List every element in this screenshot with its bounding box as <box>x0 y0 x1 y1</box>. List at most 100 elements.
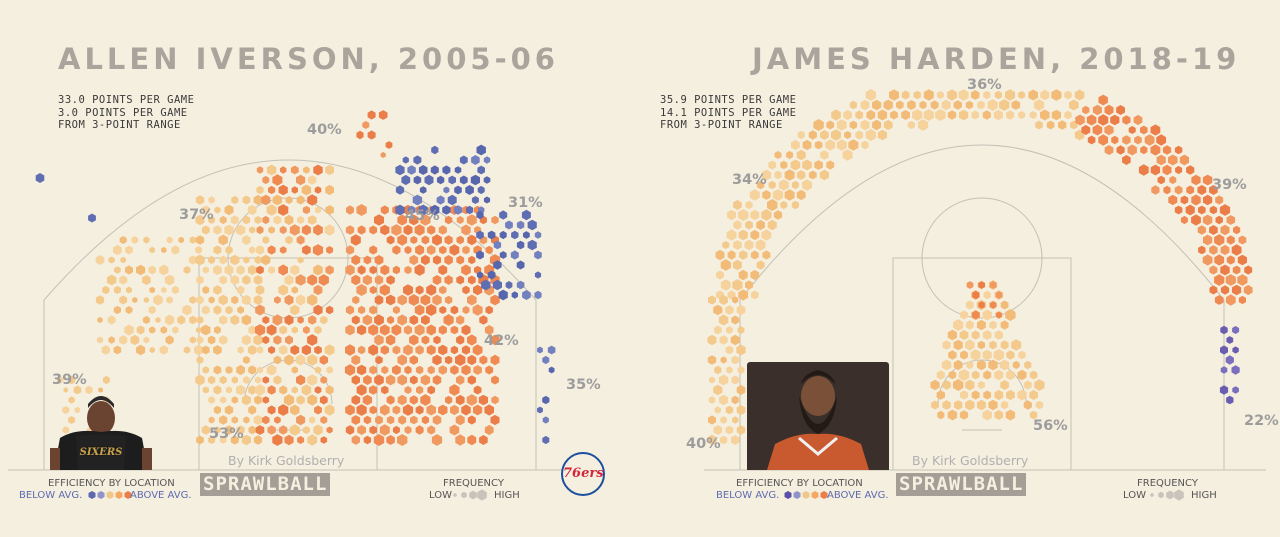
shot-hex <box>307 194 318 206</box>
legend-low-label: LOW <box>429 490 452 501</box>
shot-hex <box>511 230 519 240</box>
shot-hex <box>381 385 389 395</box>
shot-hex <box>883 119 893 131</box>
shot-hex <box>738 229 748 241</box>
shot-hex <box>1180 215 1188 225</box>
shot-hex <box>738 289 749 301</box>
shot-hex <box>395 185 405 195</box>
shot-hex <box>62 426 70 434</box>
shot-hex <box>716 270 724 280</box>
shot-hex <box>483 196 491 204</box>
shot-hex <box>248 385 257 395</box>
shot-hex <box>1232 326 1240 334</box>
stats-block: 33.0 POINTS PER GAME 3.0 POINTS PER GAME… <box>58 94 194 132</box>
shot-hex <box>1209 205 1218 215</box>
shot-hex <box>267 425 276 435</box>
shot-hex <box>450 325 459 335</box>
shot-hex <box>542 395 550 405</box>
shot-hex <box>1064 90 1072 100</box>
shot-hex <box>476 210 484 220</box>
shot-hex <box>302 426 310 434</box>
shot-hex <box>994 389 1004 401</box>
shot-hex <box>890 110 898 120</box>
shot-hex <box>791 200 799 210</box>
shot-hex <box>256 366 264 374</box>
shot-hex <box>357 265 366 275</box>
shot-hex <box>219 375 227 385</box>
shot-hex <box>855 130 864 140</box>
shot-hex <box>278 345 288 355</box>
shot-hex <box>727 209 737 221</box>
shot-hex <box>171 245 180 255</box>
shot-hex <box>356 384 367 396</box>
shot-hex <box>153 294 163 306</box>
shot-hex <box>982 409 992 421</box>
shot-hex <box>397 374 407 386</box>
shot-hex <box>313 264 323 276</box>
shot-hex <box>814 140 823 150</box>
legend-frequency-hex <box>461 491 467 499</box>
zone-pct-label: 56% <box>1033 418 1068 434</box>
shot-hex <box>860 119 870 131</box>
shot-hex <box>455 394 465 406</box>
shot-hex <box>374 374 384 386</box>
shot-hex <box>166 236 173 244</box>
shot-hex <box>303 326 310 334</box>
shot-hex <box>243 256 250 264</box>
shot-hex <box>273 355 282 365</box>
shot-hex <box>256 265 264 275</box>
shot-hex <box>155 317 161 323</box>
shot-hex <box>831 129 841 141</box>
shot-hex <box>416 385 424 395</box>
shot-hex <box>326 426 333 434</box>
shot-hex <box>467 234 477 246</box>
shot-hex <box>1186 185 1195 195</box>
shot-hex <box>266 324 277 336</box>
shot-hex <box>395 164 405 176</box>
shot-hex <box>1220 345 1228 355</box>
shot-hex <box>409 395 418 405</box>
harden-court <box>704 89 1266 501</box>
shot-hex <box>426 284 437 296</box>
shot-hex <box>965 379 975 391</box>
shot-hex <box>1197 225 1206 235</box>
shot-hex <box>485 365 494 375</box>
shot-hex <box>412 194 423 206</box>
shot-hex <box>356 130 364 140</box>
shot-hex <box>356 404 367 416</box>
shot-hex <box>454 185 462 195</box>
shot-hex <box>391 324 402 336</box>
shot-hex <box>291 326 298 334</box>
shot-hex <box>278 184 288 196</box>
shot-hex <box>444 275 453 285</box>
shot-hex <box>1162 164 1172 176</box>
shot-hex <box>307 394 318 406</box>
shot-hex <box>291 366 298 374</box>
shot-hex <box>1122 135 1131 145</box>
shot-hex <box>473 385 482 395</box>
shot-hex <box>369 385 378 395</box>
shot-hex <box>68 396 75 404</box>
shot-hex <box>380 264 390 276</box>
shot-hex <box>473 404 483 416</box>
shot-hex <box>102 285 110 295</box>
shot-hex <box>136 264 146 276</box>
stat-line: 35.9 POINTS PER GAME <box>660 94 797 106</box>
shot-hex <box>965 300 974 310</box>
shot-hex <box>1186 165 1195 175</box>
shot-hex <box>279 225 287 235</box>
shot-hex <box>958 369 970 381</box>
shot-hex <box>953 319 964 331</box>
shot-hex <box>1029 410 1038 420</box>
shot-hex <box>768 160 777 170</box>
shot-hex <box>790 159 801 171</box>
shot-hex <box>516 220 525 230</box>
shot-hex <box>522 290 531 300</box>
shot-hex <box>56 376 64 384</box>
shot-hex <box>374 255 384 265</box>
shot-hex <box>1144 134 1155 146</box>
frequency-legend-title: FREQUENCY <box>443 478 504 489</box>
legend-high-label: HIGH <box>494 490 520 501</box>
shot-hex <box>731 375 739 385</box>
jersey-text: SIXERS <box>80 447 123 458</box>
